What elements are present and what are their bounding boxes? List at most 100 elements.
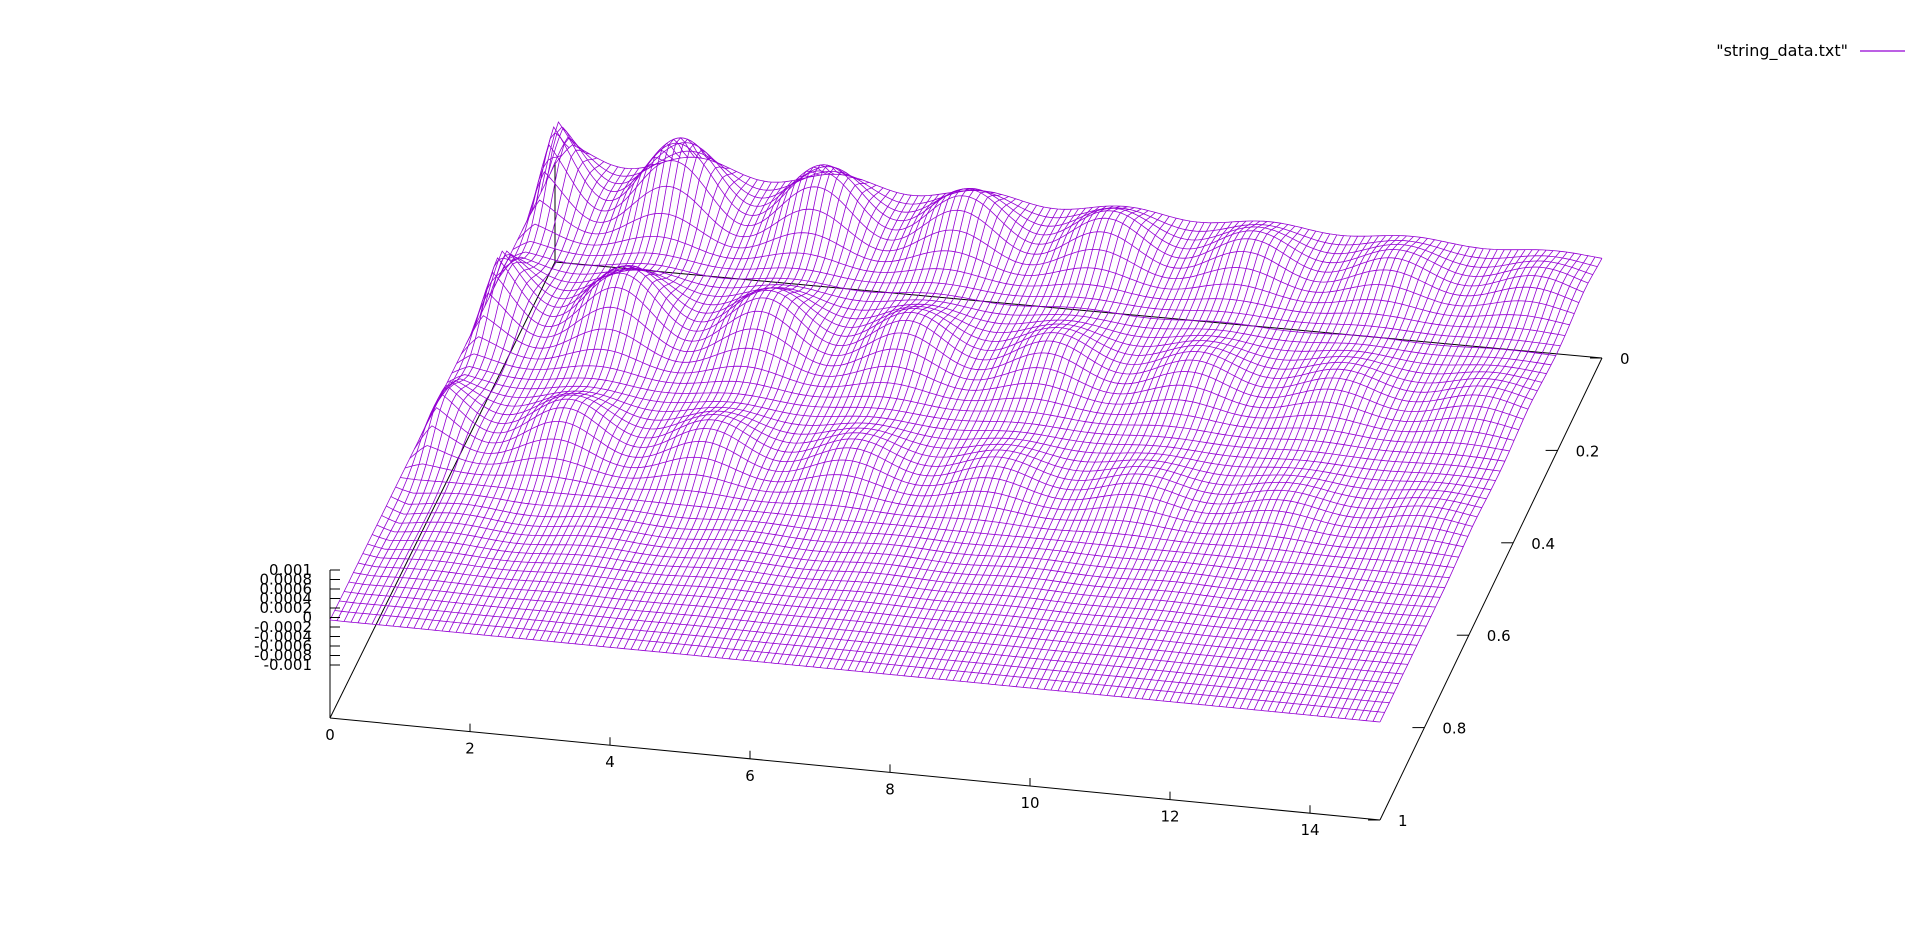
mesh-line-x (938, 214, 1163, 680)
z-tick-label: 0.001 (269, 561, 312, 579)
mesh-line-y (353, 572, 1404, 675)
z-tick-label: -0.0002 (254, 618, 312, 636)
mesh-line-y (512, 240, 1561, 347)
mesh-line-y (465, 315, 1515, 441)
mesh-line-x (1323, 249, 1547, 717)
mesh-line-x (658, 187, 884, 653)
mesh-line-y (358, 562, 1408, 665)
mesh-line-y (554, 144, 1603, 259)
mesh-line-y (456, 353, 1505, 462)
mesh-line-y (470, 292, 1519, 431)
mesh-line-x (1148, 235, 1373, 700)
mesh-line-y (423, 393, 1473, 527)
y-tick-label: 0.8 (1442, 720, 1466, 738)
mesh-line-x (1330, 250, 1554, 718)
surface-mesh (329, 121, 1603, 723)
y-tick-label: 1 (1398, 812, 1408, 830)
y-tick-label: 0.2 (1576, 442, 1600, 460)
z-tick-label: 0.0006 (260, 580, 313, 598)
mesh-line-x (651, 184, 877, 652)
mesh-line-x (1022, 220, 1247, 688)
z-tick-label: 0.0004 (260, 590, 313, 608)
mesh-line-y (367, 543, 1418, 646)
mesh-line-x (854, 208, 1079, 672)
mesh-line-x (945, 216, 1170, 681)
mesh-line-y (498, 256, 1547, 375)
mesh-line-y (329, 619, 1381, 723)
mesh-line-x (1204, 238, 1428, 706)
mesh-line-x (1008, 221, 1233, 687)
mesh-line-y (447, 374, 1496, 481)
mesh-line-x (1211, 239, 1435, 706)
mesh-line-x (1225, 242, 1449, 708)
mesh-line-x (1358, 254, 1582, 721)
mesh-line-y (414, 425, 1464, 548)
mesh-line-y (540, 121, 1589, 284)
legend-label: "string_data.txt" (1716, 41, 1848, 61)
mesh-line-y (362, 553, 1413, 656)
mesh-line-x (455, 142, 681, 633)
mesh-line-x (1344, 251, 1568, 719)
mesh-line-y (484, 250, 1533, 401)
mesh-line-x (1092, 230, 1317, 695)
mesh-line-x (1169, 235, 1393, 702)
mesh-line-x (1365, 255, 1589, 721)
mesh-line-x (763, 188, 988, 663)
mesh-line-y (348, 581, 1399, 684)
y-axis-line (1379, 357, 1603, 821)
mesh-line-x (1071, 225, 1296, 693)
mesh-line-y (535, 126, 1584, 293)
tick-labels: 0246810121400.20.40.60.810.0010.00080.00… (254, 350, 1629, 839)
mesh-line-x (532, 179, 758, 640)
mesh-line-y (381, 515, 1431, 617)
mesh-line-x (1141, 235, 1366, 700)
y-tick-label: 0.6 (1487, 627, 1511, 645)
axes (329, 162, 1603, 821)
mesh-line-x (595, 170, 821, 647)
mesh-line-y (400, 477, 1450, 579)
mesh-line-y (489, 250, 1538, 392)
x-tick-label: 4 (605, 753, 615, 771)
mesh-line-x (1309, 249, 1533, 716)
z-tick-label: -0.0004 (254, 628, 312, 646)
z-tick-label: 0 (302, 609, 312, 627)
mesh-line-x (399, 167, 626, 627)
mesh-line-x (434, 162, 660, 631)
mesh-line-y (521, 199, 1570, 326)
mesh-line-y (395, 486, 1445, 588)
mesh-line-y (372, 534, 1422, 637)
mesh-line-x (875, 206, 1100, 674)
z-tick-label: 0.0008 (260, 571, 313, 589)
mesh-line-y (409, 445, 1459, 558)
x-axis-line (329, 717, 1381, 821)
mesh-line-y (334, 610, 1385, 713)
z-tick-label: -0.0008 (254, 647, 312, 665)
mesh-line-x (1218, 240, 1442, 707)
mesh-line-x (700, 195, 926, 657)
z-tick-label: -0.001 (264, 656, 312, 674)
legend: "string_data.txt" (1716, 41, 1905, 61)
mesh-line-x (553, 181, 779, 642)
mesh-line-y (428, 384, 1478, 518)
mesh-line-y (344, 591, 1394, 694)
x-tick-label: 8 (885, 780, 895, 798)
mesh-line-x (1337, 251, 1561, 719)
x-tick-label: 12 (1160, 808, 1179, 826)
z-tick-label: 0.0002 (260, 599, 313, 617)
mesh-line-y (432, 381, 1482, 509)
mesh-line-y (442, 378, 1492, 491)
mesh-line-y (404, 463, 1455, 568)
mesh-line-y (386, 505, 1436, 608)
mesh-line-x (1078, 227, 1303, 693)
mesh-line-x (861, 207, 1086, 672)
y-tick-label: 0.4 (1531, 535, 1555, 553)
x-tick-label: 10 (1020, 794, 1039, 812)
mesh-line-y (503, 256, 1552, 366)
mesh-line-y (479, 257, 1529, 410)
mesh-line-x (1001, 222, 1226, 686)
mesh-line-y (526, 171, 1575, 314)
mesh-line-x (518, 174, 744, 639)
mesh-line-x (1162, 235, 1386, 702)
mesh-line-y (545, 126, 1593, 275)
